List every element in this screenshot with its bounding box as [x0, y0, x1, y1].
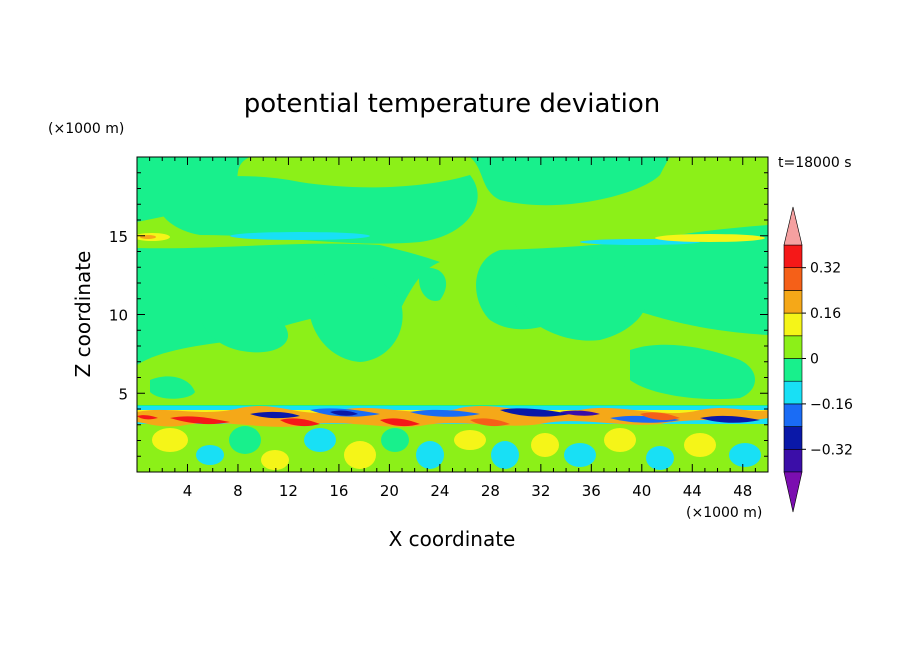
colorbar-tick-label: −0.32 [810, 442, 853, 458]
lower-layer-eddies [152, 426, 761, 470]
field-neutral-blob-1 [157, 175, 478, 244]
yellow-streak-right [655, 234, 765, 242]
colorbar-segment [783, 426, 803, 450]
x-tick-label: 48 [733, 482, 752, 500]
x-tick-label: 16 [329, 482, 348, 500]
colorbar-min-arrow [783, 471, 803, 513]
x-axis: 4 8 12 16 20 24 28 32 36 40 44 48 [149, 157, 756, 500]
field-neutral-blob-4 [418, 268, 447, 301]
x-tick-label: 32 [531, 482, 550, 500]
colorbar-segment [783, 335, 803, 359]
x-tick-label: 44 [683, 482, 702, 500]
x-tick-label: 8 [233, 482, 243, 500]
x-unit-label: (×1000 m) [686, 505, 762, 521]
field-neutral-blob-2 [199, 296, 289, 353]
x-tick-label: 4 [183, 482, 193, 500]
x-axis-label: X coordinate [389, 527, 516, 551]
colorbar-tick-label: 0.32 [810, 261, 841, 277]
colorbar-segment [783, 403, 803, 427]
cyan-streak-1 [230, 232, 370, 240]
x-tick-label: 28 [481, 482, 500, 500]
colorbar-segment [783, 312, 803, 337]
colorbar-segment [783, 244, 803, 269]
colorbar-segment [783, 448, 803, 473]
x-tick-label: 40 [632, 482, 651, 500]
field-neutral-blob-6 [630, 344, 755, 400]
y-axis-label: Z coordinate [71, 251, 95, 378]
plot-area [137, 157, 768, 472]
colorbar-segment [783, 267, 803, 291]
colorbar-tick-label: 0 [810, 352, 819, 368]
y-axis: 5 10 15 [109, 172, 768, 457]
y-tick-label: 10 [109, 307, 128, 325]
colorbar-tick-label: 0.16 [810, 306, 841, 322]
field-neutral-blob-5 [508, 255, 648, 341]
colorbar-segment [783, 358, 803, 382]
y-tick-label: 15 [109, 228, 128, 246]
x-tick-label: 12 [279, 482, 298, 500]
colorbar-segment [783, 380, 803, 405]
time-label: t=18000 s [778, 155, 852, 171]
colorbar: 0.32 0.16 0 −0.16 −0.32 [783, 206, 853, 513]
x-tick-label: 24 [430, 482, 449, 500]
y-tick-label: 5 [118, 385, 128, 403]
colorbar-segment [783, 290, 803, 314]
inversion-layer [137, 406, 768, 427]
y-unit-label: (×1000 m) [48, 121, 124, 137]
chart-title: potential temperature deviation [244, 89, 660, 119]
field-neutral-blob-7 [150, 376, 195, 399]
colorbar-tick-label: −0.16 [810, 397, 853, 413]
x-tick-label: 20 [380, 482, 399, 500]
colorbar-max-arrow [783, 206, 803, 246]
field-neutral-blob-3 [308, 272, 403, 362]
x-tick-label: 36 [582, 482, 601, 500]
